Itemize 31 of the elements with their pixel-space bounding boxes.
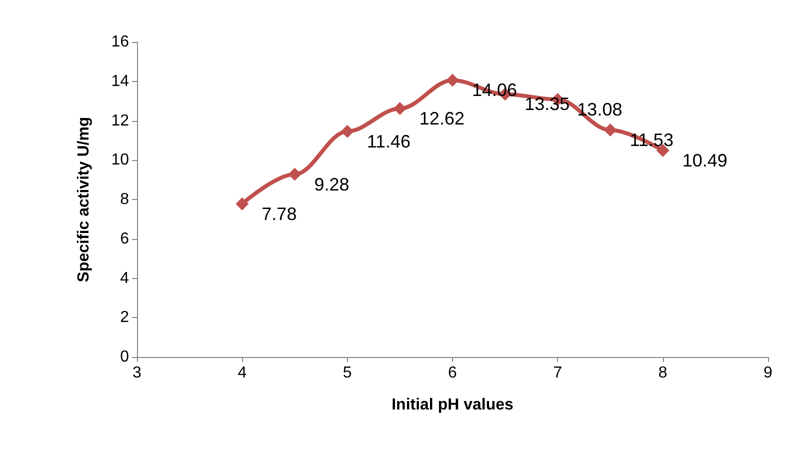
x-tick-label: 6 — [448, 364, 458, 382]
y-tick-label: 12 — [111, 112, 130, 130]
data-label: 9.28 — [314, 174, 350, 194]
point — [340, 124, 354, 138]
x-tick-label: 3 — [132, 364, 142, 382]
point — [236, 197, 249, 210]
data-label: 10.49 — [682, 150, 728, 170]
data-label: 11.46 — [366, 131, 411, 152]
x-tick-label: 7 — [553, 364, 562, 382]
y-tick-label: 0 — [120, 348, 130, 366]
x-tick-label: 9 — [764, 364, 773, 382]
y-tick-label: 6 — [120, 230, 130, 248]
point — [288, 168, 302, 181]
data-label: 7.78 — [262, 204, 297, 224]
data-label: 12.62 — [419, 108, 464, 129]
y-tick-label: 4 — [120, 270, 130, 287]
data-label: 13.35 — [524, 94, 570, 114]
y-tick-label: 8 — [120, 191, 130, 208]
y-tick-label: 2 — [120, 309, 130, 326]
point — [604, 124, 617, 137]
point — [446, 74, 459, 87]
y-tick-label: 14 — [111, 72, 130, 90]
y-tick-label: 16 — [111, 34, 130, 50]
point — [393, 102, 406, 116]
data-label: 13.08 — [577, 99, 622, 120]
y-axis-title: Specific activity U/mg — [76, 116, 92, 282]
x-tick-label: 5 — [342, 364, 352, 382]
x-axis-title: Initial pH values — [392, 396, 514, 414]
y-tick-label: 10 — [111, 152, 130, 169]
x-tick-label: 8 — [658, 364, 668, 382]
x-tick-label: 4 — [238, 364, 247, 382]
